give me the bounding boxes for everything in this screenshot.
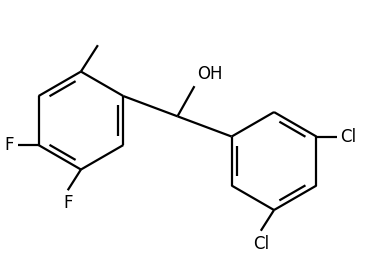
Text: Cl: Cl — [340, 128, 356, 145]
Text: F: F — [63, 194, 72, 212]
Text: F: F — [4, 136, 14, 154]
Text: OH: OH — [197, 65, 223, 83]
Text: Cl: Cl — [253, 235, 269, 252]
